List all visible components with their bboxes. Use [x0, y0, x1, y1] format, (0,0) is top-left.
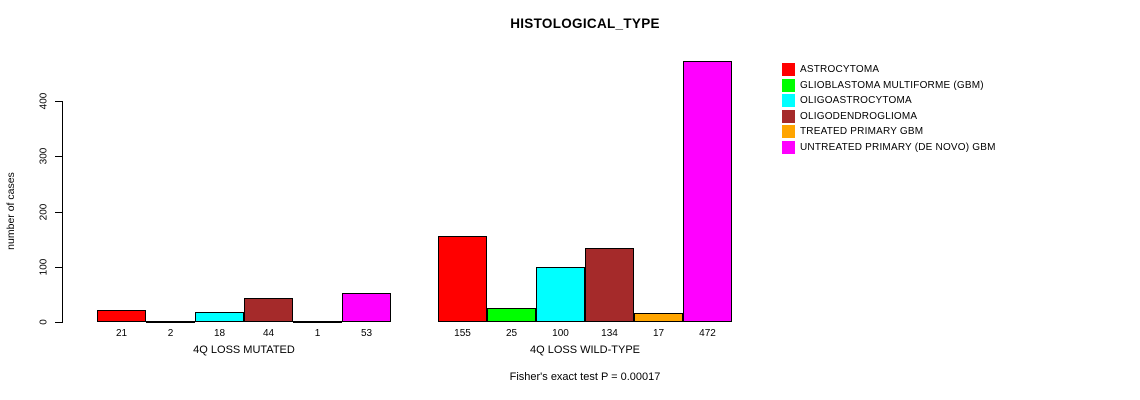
y-tick — [55, 101, 62, 102]
chart-title: HISTOLOGICAL_TYPE — [510, 16, 660, 31]
bar-untreated-primary-de-novo-gbm — [342, 293, 391, 322]
x-group-label: 4Q LOSS MUTATED — [193, 344, 295, 356]
bar-value-label: 100 — [552, 328, 569, 339]
legend-item: ASTROCYTOMA — [782, 62, 996, 78]
legend-swatch — [782, 63, 795, 77]
legend-item: UNTREATED PRIMARY (DE NOVO) GBM — [782, 140, 996, 156]
bar-oligodendroglioma — [244, 298, 293, 322]
y-axis-label: number of cases — [5, 172, 17, 250]
y-tick — [55, 267, 62, 268]
bar-value-label: 1 — [314, 328, 321, 339]
bar-value-label: 17 — [652, 328, 665, 339]
legend-item: TREATED PRIMARY GBM — [782, 124, 996, 140]
legend-swatch — [782, 94, 795, 108]
bar-value-label: 134 — [601, 328, 618, 339]
y-tick-label: 100 — [38, 258, 50, 276]
fisher-test-annotation: Fisher's exact test P = 0.00017 — [509, 371, 661, 383]
bar-oligoastrocytoma — [536, 267, 585, 322]
legend-label: ASTROCYTOMA — [800, 64, 880, 76]
bar-value-label: 44 — [262, 328, 275, 339]
bar-oligoastrocytoma — [195, 312, 244, 322]
bar-untreated-primary-de-novo-gbm — [683, 61, 732, 322]
bar-oligodendroglioma — [585, 248, 634, 322]
y-tick — [55, 322, 62, 323]
legend-label: UNTREATED PRIMARY (DE NOVO) GBM — [800, 141, 996, 153]
legend-label: OLIGODENDROGLIOMA — [800, 110, 918, 122]
legend-label: OLIGOASTROCYTOMA — [800, 95, 912, 107]
bar-glioblastoma-multiforme-gbm — [487, 308, 536, 322]
bar-treated-primary-gbm — [293, 321, 342, 323]
bar-astrocytoma — [97, 310, 146, 322]
y-tick-label: 300 — [38, 147, 50, 165]
x-group-label: 4Q LOSS WILD-TYPE — [529, 344, 641, 356]
legend-swatch — [782, 78, 795, 92]
bar-value-label: 2 — [167, 328, 174, 339]
legend-swatch — [782, 140, 795, 154]
bar-value-label: 25 — [505, 328, 518, 339]
y-tick-label: 0 — [38, 319, 50, 325]
y-tick — [55, 156, 62, 157]
y-tick-label: 400 — [38, 92, 50, 110]
y-tick — [55, 212, 62, 213]
y-tick-label: 200 — [38, 203, 50, 221]
bar-value-label: 53 — [360, 328, 373, 339]
bar-value-label: 155 — [454, 328, 471, 339]
legend-swatch — [782, 109, 795, 123]
bar-astrocytoma — [438, 236, 487, 322]
bar-treated-primary-gbm — [634, 313, 683, 322]
bar-value-label: 472 — [699, 328, 716, 339]
legend-label: TREATED PRIMARY GBM — [800, 126, 924, 138]
bar-glioblastoma-multiforme-gbm — [146, 321, 195, 323]
legend-swatch — [782, 125, 795, 139]
legend-label: GLIOBLASTOMA MULTIFORME (GBM) — [800, 79, 984, 91]
legend-item: OLIGODENDROGLIOMA — [782, 109, 996, 125]
bar-value-label: 21 — [115, 328, 128, 339]
y-axis-line — [62, 101, 63, 323]
bar-value-label: 18 — [213, 328, 226, 339]
legend: ASTROCYTOMA GLIOBLASTOMA MULTIFORME (GBM)… — [782, 62, 996, 155]
legend-item: OLIGOASTROCYTOMA — [782, 93, 996, 109]
legend-item: GLIOBLASTOMA MULTIFORME (GBM) — [782, 78, 996, 94]
